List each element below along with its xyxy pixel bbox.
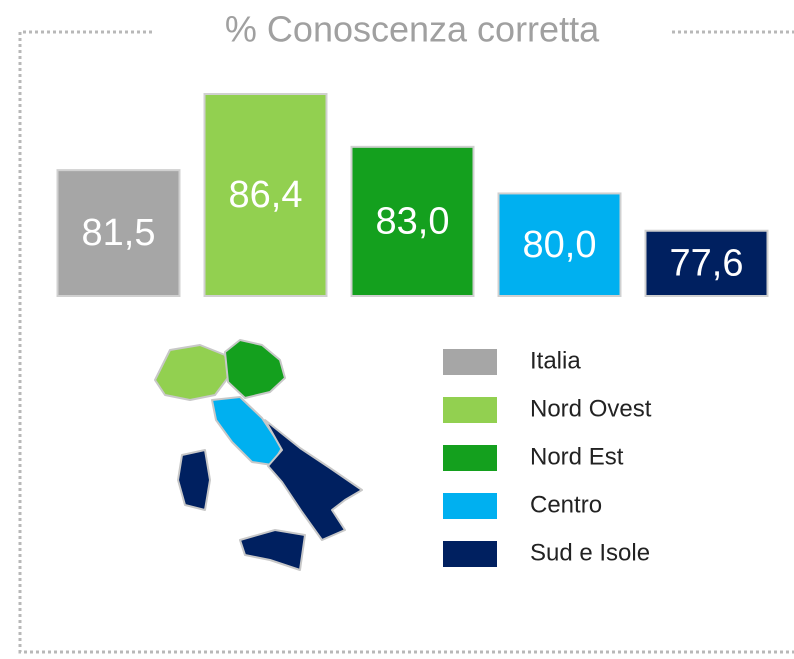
frame [18, 30, 794, 654]
legend-label: Sud e Isole [530, 539, 650, 566]
legend-label: Italia [530, 347, 581, 374]
legend-label: Nord Est [530, 443, 624, 470]
bar [350, 145, 475, 297]
italy-map [154, 339, 363, 571]
value-label: 77,6 [670, 242, 744, 284]
chart-title: % Conoscenza corretta [225, 9, 600, 50]
legend-swatch [443, 541, 497, 567]
legend-swatch [443, 397, 497, 423]
bar [497, 192, 622, 297]
legend-swatch [443, 493, 497, 519]
legend-swatch [443, 349, 497, 375]
value-label: 83,0 [376, 200, 450, 242]
bar [56, 169, 181, 297]
value-label: 80,0 [523, 224, 597, 266]
legend-swatch [443, 445, 497, 471]
bar [644, 229, 769, 297]
value-label: 81,5 [82, 212, 156, 254]
bar [203, 93, 328, 297]
value-label: 86,4 [229, 174, 303, 216]
legend-label: Centro [530, 491, 602, 518]
legend-label: Nord Ovest [530, 395, 652, 422]
